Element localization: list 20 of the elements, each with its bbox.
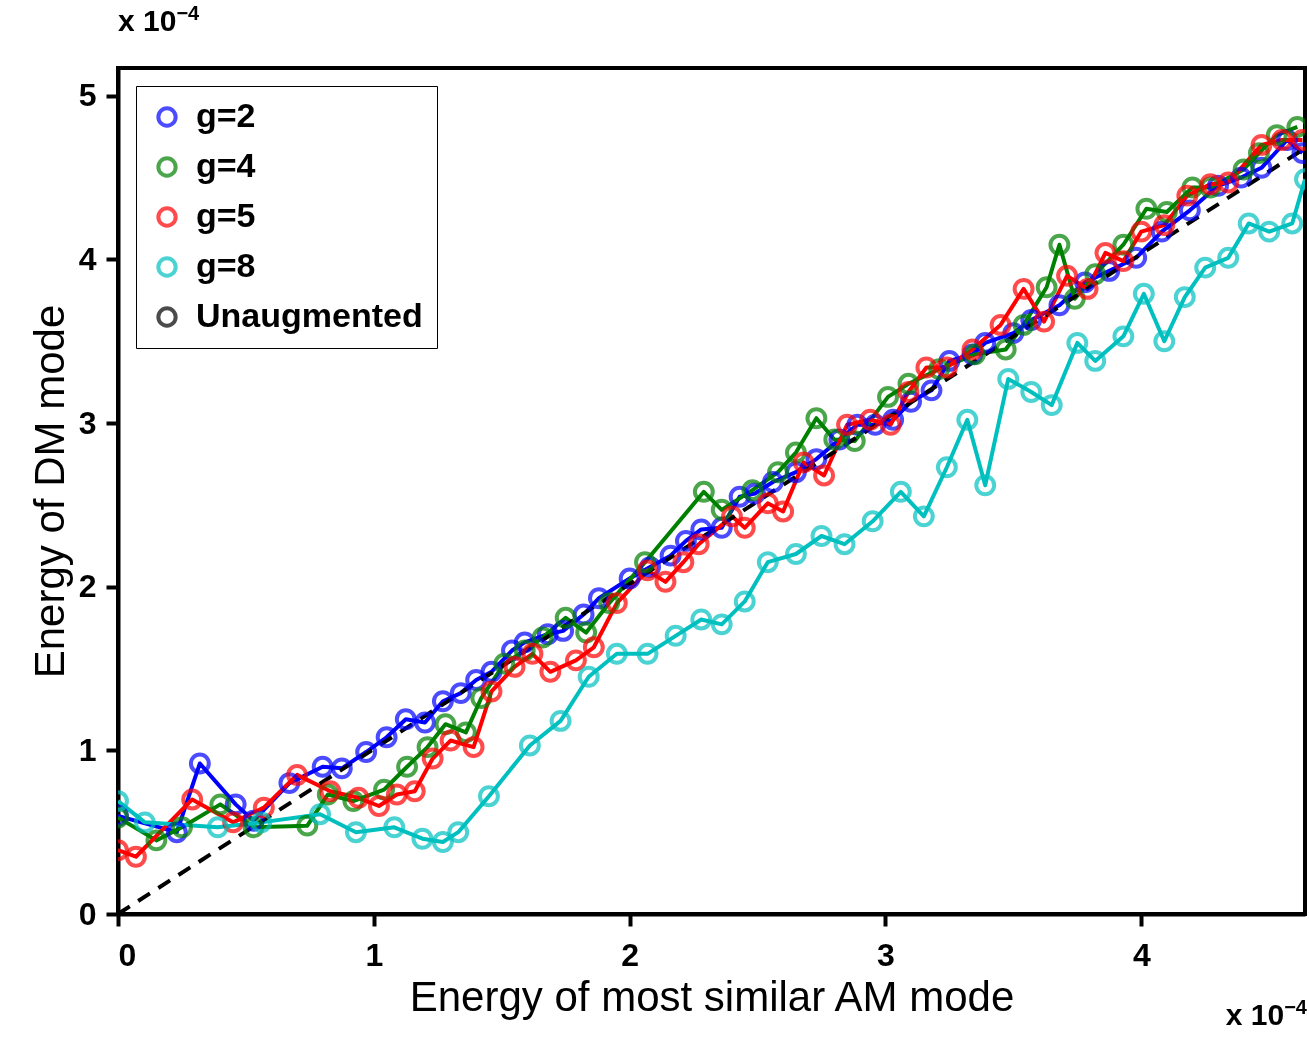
y-tick-label: 3 xyxy=(78,404,97,441)
y-axis-title: Energy of DM mode xyxy=(25,304,73,679)
x-tick-label: 2 xyxy=(621,936,640,973)
text: x 10$^{−4}$ xyxy=(118,2,200,38)
legend-label: g=2 xyxy=(196,96,256,134)
x-tick-label: 4 xyxy=(1132,936,1151,973)
x-tick-label: 0 xyxy=(118,936,137,973)
x-tick-label: 1 xyxy=(365,936,384,973)
y-tick-label: 2 xyxy=(78,568,97,605)
legend-label: g=5 xyxy=(196,196,256,234)
x-tick-label: 3 xyxy=(877,936,895,973)
text: x 10$^{−4}$ xyxy=(1225,996,1307,1032)
legend-label: g=8 xyxy=(196,246,256,284)
legend-label: g=4 xyxy=(196,146,256,184)
y-tick-label: 4 xyxy=(78,240,97,277)
y-tick-label: 1 xyxy=(78,731,97,768)
y-tick-label: 5 xyxy=(78,77,97,114)
y-tick-label: 0 xyxy=(78,895,97,932)
legend-label: Unaugmented xyxy=(196,296,423,334)
x-axis-title: Energy of most similar AM mode xyxy=(409,972,1015,1020)
